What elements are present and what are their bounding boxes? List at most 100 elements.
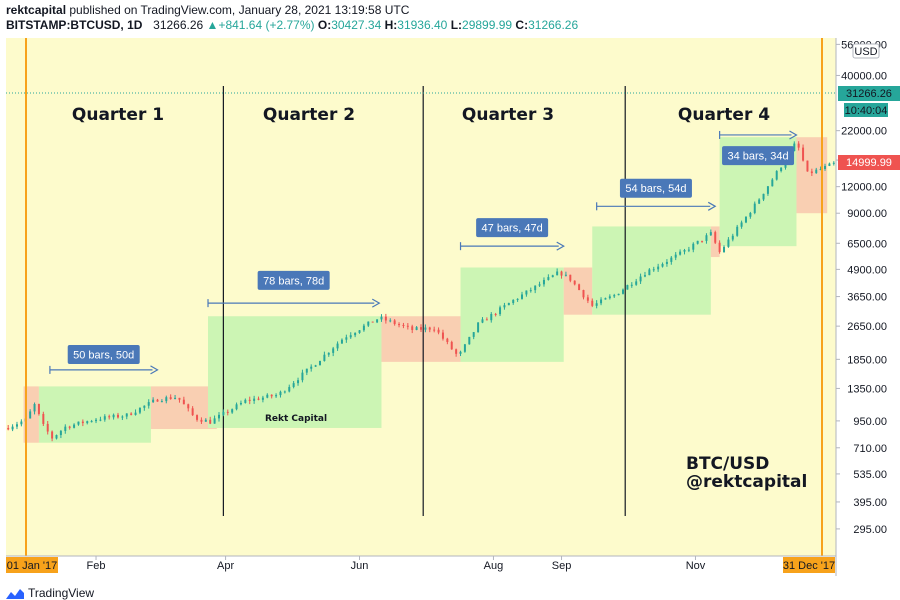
y-tick-label-16: 295.00 [853, 524, 887, 536]
candle-body [560, 271, 563, 276]
candle-body [336, 343, 339, 349]
y-tick-label-12: 950.00 [853, 416, 887, 428]
up-arrow-icon: ▲ [206, 18, 219, 32]
candle-body [244, 399, 247, 403]
candle-body [455, 349, 458, 354]
countdown-tag: 10:40:04 [844, 103, 888, 117]
candle-body [73, 424, 76, 428]
candle-body [744, 216, 747, 223]
red-box-4 [381, 316, 461, 362]
time-axis[interactable]: Feb Apr Jun Aug Sep Nov [87, 556, 706, 572]
candle-body [121, 416, 124, 418]
candlesticks [7, 141, 835, 442]
candle-body [477, 322, 480, 333]
low-label: L: [450, 18, 463, 32]
candle-body [819, 169, 822, 171]
bar-count-label-4: 54 bars, 54d [625, 183, 686, 195]
candle-body [643, 275, 646, 277]
candle-body [525, 290, 528, 295]
candle-body [222, 411, 225, 415]
bar-count-badge-3 [476, 218, 549, 238]
candle-body [95, 419, 98, 422]
last-price: 31266.26 [153, 18, 204, 32]
candle-body [42, 413, 45, 424]
candle-body [99, 419, 102, 421]
current-price-tag: 31266.26 [838, 86, 900, 101]
candle-body [160, 401, 163, 403]
candle-body [380, 316, 383, 320]
candle-body [683, 249, 686, 252]
candle-body [393, 320, 396, 325]
candle-body [169, 397, 172, 400]
candle-body [420, 327, 422, 330]
y-tick-label-4: 12000.00 [841, 182, 887, 194]
y-tick-label-14: 535.00 [853, 469, 887, 481]
candle-body [762, 193, 765, 200]
candle-body [446, 338, 449, 342]
candle-body [714, 232, 717, 243]
candle-body [665, 261, 668, 264]
red-box-2 [150, 386, 217, 430]
bar-count-badge-1 [67, 344, 140, 364]
candle-body [832, 162, 835, 164]
candle-body [608, 296, 611, 299]
candle-body [204, 419, 207, 422]
green-box-7 [592, 226, 711, 315]
candle-body [586, 297, 589, 301]
candle-body [248, 399, 251, 401]
candle-body [428, 327, 431, 330]
candle-body [384, 316, 387, 321]
author-name[interactable]: rektcapital [6, 3, 67, 17]
candle-body [187, 404, 190, 409]
bar-count-label-1: 50 bars, 50d [73, 349, 134, 361]
candle-body [613, 295, 616, 297]
candle-body [499, 307, 502, 315]
candle-body [692, 243, 695, 250]
candle-body [332, 348, 335, 353]
bar-count-badge-2 [257, 270, 330, 290]
high-value: 31936.40 [397, 18, 448, 32]
footer[interactable]: TradingView [6, 585, 94, 600]
candle-body [77, 421, 80, 425]
candle-body [630, 284, 633, 286]
red-box-0 [23, 386, 39, 443]
measure-arrow-icon-4 [707, 201, 717, 211]
candle-body [780, 167, 783, 172]
candle-body [37, 404, 40, 414]
candle-body [112, 414, 115, 418]
candle-body [152, 399, 155, 403]
candle-body [327, 352, 330, 355]
symbol-info[interactable]: BITSTAMP:BTCUSD, 1D [6, 18, 143, 32]
candle-body [485, 319, 488, 321]
candle-body [270, 394, 273, 397]
measure-arrow-icon-3 [556, 241, 565, 251]
currency-tag[interactable]: USD [852, 43, 880, 59]
candle-body [806, 160, 809, 172]
candle-body [622, 289, 625, 294]
candle-body [709, 232, 712, 236]
measure-arrow-icon-1 [150, 365, 159, 375]
candle-body [463, 344, 466, 352]
x-tick-label-3: Aug [484, 560, 504, 572]
candle-body [701, 240, 704, 242]
candle-body [494, 313, 497, 315]
candle-body [626, 285, 629, 290]
candle-body [143, 405, 146, 408]
candle-body [600, 299, 603, 304]
candle-body [766, 186, 769, 194]
quarter-dividers [222, 86, 626, 516]
candle-body [15, 424, 18, 427]
candle-body [687, 249, 690, 251]
candle-body [398, 324, 401, 326]
tradingview-logo-icon [6, 588, 24, 599]
candle-body [648, 269, 651, 276]
candle-body [389, 320, 392, 322]
candle-body [433, 329, 436, 331]
y-tick-label-13: 710.00 [853, 443, 887, 455]
high-label: H: [384, 18, 398, 32]
quarter-1-label: Quarter 1 [72, 105, 164, 125]
candle-body [661, 263, 664, 267]
candle-body [81, 421, 84, 424]
candle-body [529, 290, 532, 292]
